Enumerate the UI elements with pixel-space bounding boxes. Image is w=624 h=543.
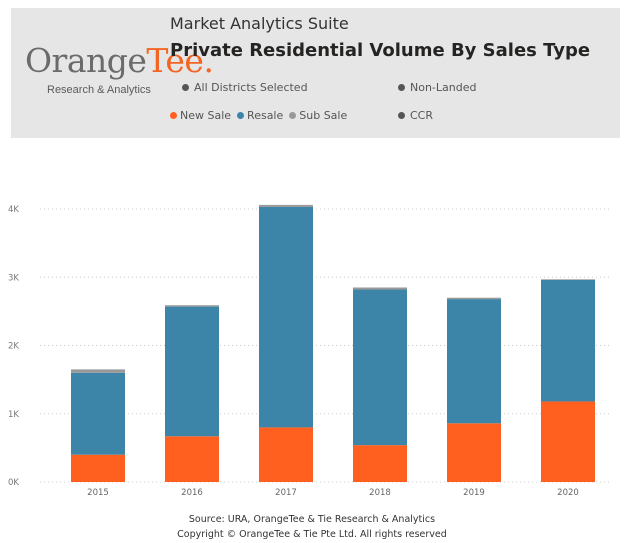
filter-property-type-label: Non-Landed <box>410 81 477 94</box>
bar-resale <box>165 306 219 437</box>
bar-new-sale <box>259 427 313 482</box>
suite-name: Market Analytics Suite <box>170 14 349 33</box>
filter-districts: All Districts Selected <box>182 81 308 94</box>
legend-item-resale[interactable]: Resale <box>237 109 283 122</box>
bar-new-sale <box>353 445 407 482</box>
footer-source: Source: URA, OrangeTee & Tie Research & … <box>188 514 436 525</box>
bar-sub-sale <box>71 369 125 373</box>
bullet-dot-icon <box>182 84 189 91</box>
y-tick-label: 1K <box>8 410 19 420</box>
y-tick-label: 2K <box>8 342 19 352</box>
legend-item-sub-sale[interactable]: Sub Sale <box>289 109 347 122</box>
y-tick-label: 3K <box>8 273 19 283</box>
filter-districts-label: All Districts Selected <box>194 81 308 94</box>
bar-new-sale <box>541 401 595 482</box>
bar-resale <box>541 279 595 402</box>
legend-label: New Sale <box>180 109 232 122</box>
bar-resale <box>353 289 407 446</box>
bar-sub-sale <box>259 204 313 207</box>
logo-main: Orange <box>25 41 147 80</box>
orangetee-logo: OrangeTee. <box>25 41 214 80</box>
legend-swatch-icon <box>289 112 297 119</box>
bar-sub-sale <box>447 297 501 300</box>
logo-accent: Tee <box>146 41 204 80</box>
bar-resale <box>259 206 313 428</box>
chart-title: Private Residential Volume By Sales Type <box>170 40 591 61</box>
bar-resale <box>447 299 501 424</box>
x-tick-label: 2020 <box>557 488 579 498</box>
bar-new-sale <box>71 454 125 482</box>
filter-region: CCR <box>398 109 433 122</box>
bullet-dot-icon <box>398 84 405 91</box>
y-tick-label: 4K <box>8 205 19 215</box>
bullet-dot-icon <box>398 112 405 119</box>
bar-sub-sale <box>541 279 595 280</box>
footer-copyright: Copyright © OrangeTee & Tie Pte Ltd. All… <box>177 529 447 540</box>
x-tick-label: 2019 <box>463 488 485 498</box>
logo-subtitle: Research & Analytics <box>47 84 151 96</box>
x-tick-label: 2018 <box>369 488 391 498</box>
logo-mark: . <box>203 41 214 80</box>
bar-sub-sale <box>353 287 407 290</box>
stacked-bar-chart: 0K 1K 2K 3K 4K 2015 2016 2017 2018 2019 2020 <box>8 204 612 498</box>
bar-resale <box>71 372 125 455</box>
legend-swatch-icon <box>170 112 177 119</box>
chart-legend: New Sale Resale Sub Sale <box>170 109 347 122</box>
bar-sub-sale <box>165 305 219 307</box>
y-tick-label: 0K <box>8 478 19 488</box>
legend-swatch-icon <box>237 112 245 119</box>
legend-label: Resale <box>247 109 284 122</box>
x-tick-label: 2015 <box>87 488 109 498</box>
bar-new-sale <box>447 423 501 482</box>
bar-new-sale <box>165 436 219 482</box>
filter-region-label: CCR <box>410 109 434 122</box>
legend-item-new-sale[interactable]: New Sale <box>170 109 231 122</box>
x-tick-label: 2016 <box>181 488 203 498</box>
report-header: OrangeTee. Research & Analytics <box>11 8 620 138</box>
legend-label: Sub Sale <box>299 109 348 122</box>
x-tick-label: 2017 <box>275 488 297 498</box>
filter-property-type: Non-Landed <box>398 81 476 94</box>
